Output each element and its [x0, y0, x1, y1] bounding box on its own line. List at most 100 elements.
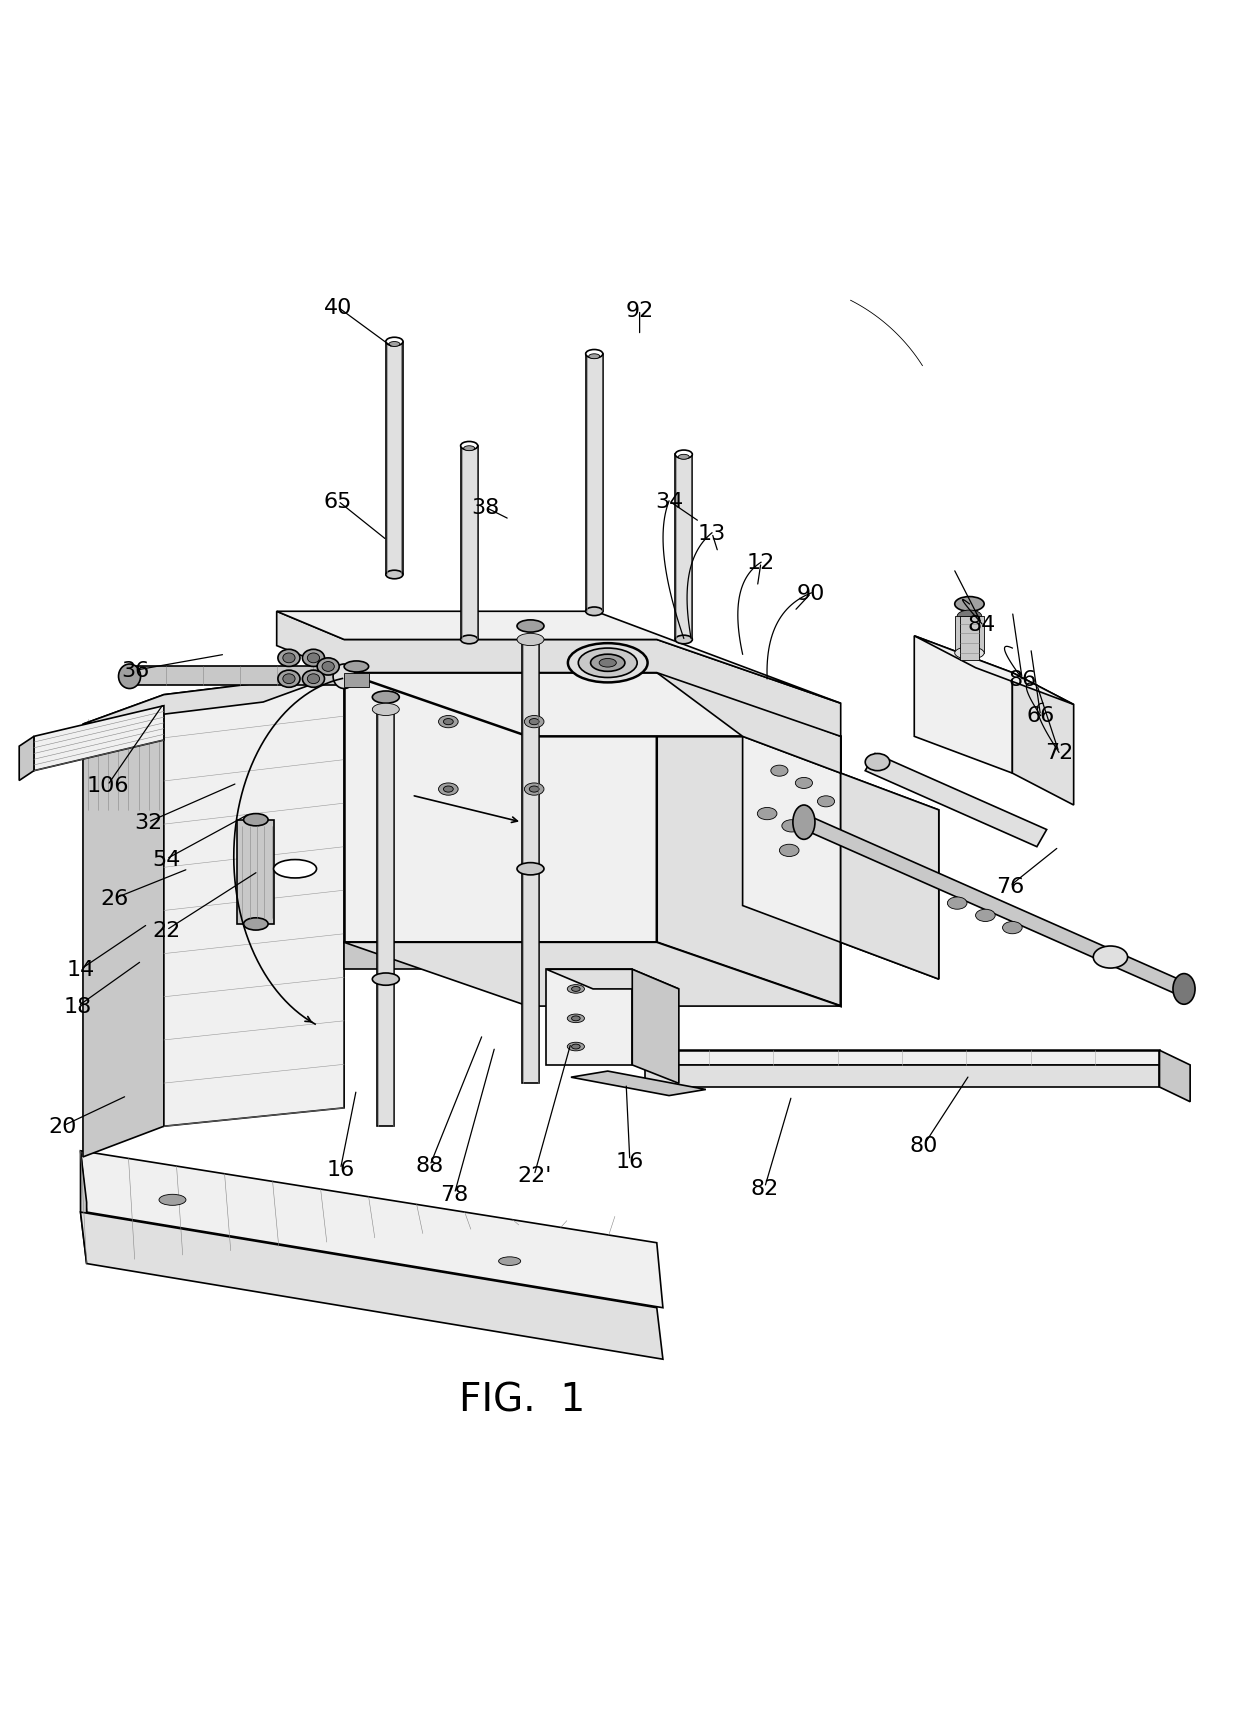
Text: 18: 18 [64, 996, 92, 1016]
Text: 84: 84 [967, 614, 996, 634]
Ellipse shape [278, 650, 300, 667]
Ellipse shape [567, 1015, 584, 1023]
Polygon shape [914, 636, 1074, 704]
Polygon shape [657, 674, 841, 1006]
Polygon shape [277, 612, 841, 704]
Text: 20: 20 [48, 1116, 77, 1136]
Ellipse shape [1003, 922, 1022, 934]
Polygon shape [386, 343, 403, 576]
Text: 40: 40 [324, 298, 352, 319]
Ellipse shape [464, 446, 475, 451]
Polygon shape [81, 1212, 663, 1359]
Polygon shape [522, 639, 539, 1083]
Polygon shape [129, 667, 345, 686]
Text: 16: 16 [326, 1159, 355, 1179]
Ellipse shape [525, 783, 544, 795]
Ellipse shape [303, 650, 325, 667]
Polygon shape [345, 674, 368, 687]
Polygon shape [866, 754, 1047, 847]
Polygon shape [743, 737, 841, 943]
Ellipse shape [517, 634, 544, 646]
Text: 82: 82 [750, 1178, 779, 1198]
Ellipse shape [572, 987, 580, 992]
Ellipse shape [243, 814, 268, 826]
Polygon shape [645, 1066, 1159, 1087]
Ellipse shape [792, 806, 815, 840]
Polygon shape [345, 943, 657, 970]
Text: 26: 26 [100, 888, 129, 908]
Ellipse shape [572, 1044, 580, 1049]
Polygon shape [345, 674, 841, 737]
Polygon shape [164, 674, 345, 1126]
Ellipse shape [578, 648, 637, 679]
Text: 106: 106 [87, 776, 129, 795]
Ellipse shape [386, 338, 403, 346]
Ellipse shape [529, 720, 539, 725]
Ellipse shape [678, 456, 689, 459]
Ellipse shape [274, 860, 316, 879]
Ellipse shape [795, 778, 812, 788]
Text: 32: 32 [134, 812, 162, 833]
Polygon shape [960, 617, 980, 662]
Text: 22: 22 [153, 920, 181, 941]
Ellipse shape [957, 610, 982, 622]
Polygon shape [1012, 674, 1074, 806]
Text: 76: 76 [996, 876, 1024, 896]
Ellipse shape [817, 797, 835, 807]
Ellipse shape [1173, 974, 1195, 1004]
Text: 54: 54 [153, 850, 181, 869]
Ellipse shape [955, 648, 985, 660]
Polygon shape [377, 710, 394, 1126]
Polygon shape [547, 970, 678, 989]
Polygon shape [841, 773, 939, 979]
Ellipse shape [159, 1195, 186, 1205]
Polygon shape [81, 1152, 87, 1263]
Polygon shape [955, 617, 985, 653]
Text: 88: 88 [415, 1155, 444, 1176]
Polygon shape [83, 674, 345, 725]
Polygon shape [632, 970, 678, 1083]
Ellipse shape [372, 691, 399, 704]
Polygon shape [645, 1051, 1159, 1066]
Text: 80: 80 [910, 1135, 939, 1155]
Text: 14: 14 [67, 960, 94, 980]
Ellipse shape [585, 350, 603, 358]
Polygon shape [81, 1152, 663, 1308]
Ellipse shape [585, 608, 603, 617]
Text: 86: 86 [1008, 670, 1037, 689]
Ellipse shape [529, 787, 539, 792]
Ellipse shape [386, 571, 403, 579]
Polygon shape [19, 737, 33, 782]
Ellipse shape [517, 620, 544, 632]
Ellipse shape [498, 1256, 521, 1265]
Ellipse shape [460, 636, 477, 644]
Ellipse shape [780, 845, 799, 857]
Ellipse shape [589, 355, 600, 360]
Ellipse shape [460, 442, 477, 451]
Ellipse shape [345, 662, 368, 672]
Ellipse shape [758, 807, 777, 821]
Ellipse shape [389, 343, 401, 348]
Ellipse shape [317, 658, 340, 675]
Ellipse shape [947, 898, 967, 910]
Ellipse shape [675, 636, 692, 644]
Ellipse shape [567, 1042, 584, 1051]
Ellipse shape [568, 644, 647, 682]
Ellipse shape [525, 716, 544, 728]
Ellipse shape [866, 754, 890, 771]
Ellipse shape [590, 655, 625, 672]
Ellipse shape [439, 783, 458, 795]
Polygon shape [570, 1071, 706, 1095]
Polygon shape [804, 814, 1184, 998]
Ellipse shape [675, 451, 692, 459]
Text: 78: 78 [440, 1184, 469, 1203]
Text: 72: 72 [1045, 742, 1073, 763]
Polygon shape [277, 612, 841, 737]
Ellipse shape [308, 674, 320, 684]
Polygon shape [675, 456, 692, 639]
Ellipse shape [303, 670, 325, 687]
Ellipse shape [243, 919, 268, 931]
Ellipse shape [976, 910, 996, 922]
Ellipse shape [308, 653, 320, 663]
Text: 16: 16 [616, 1150, 644, 1171]
